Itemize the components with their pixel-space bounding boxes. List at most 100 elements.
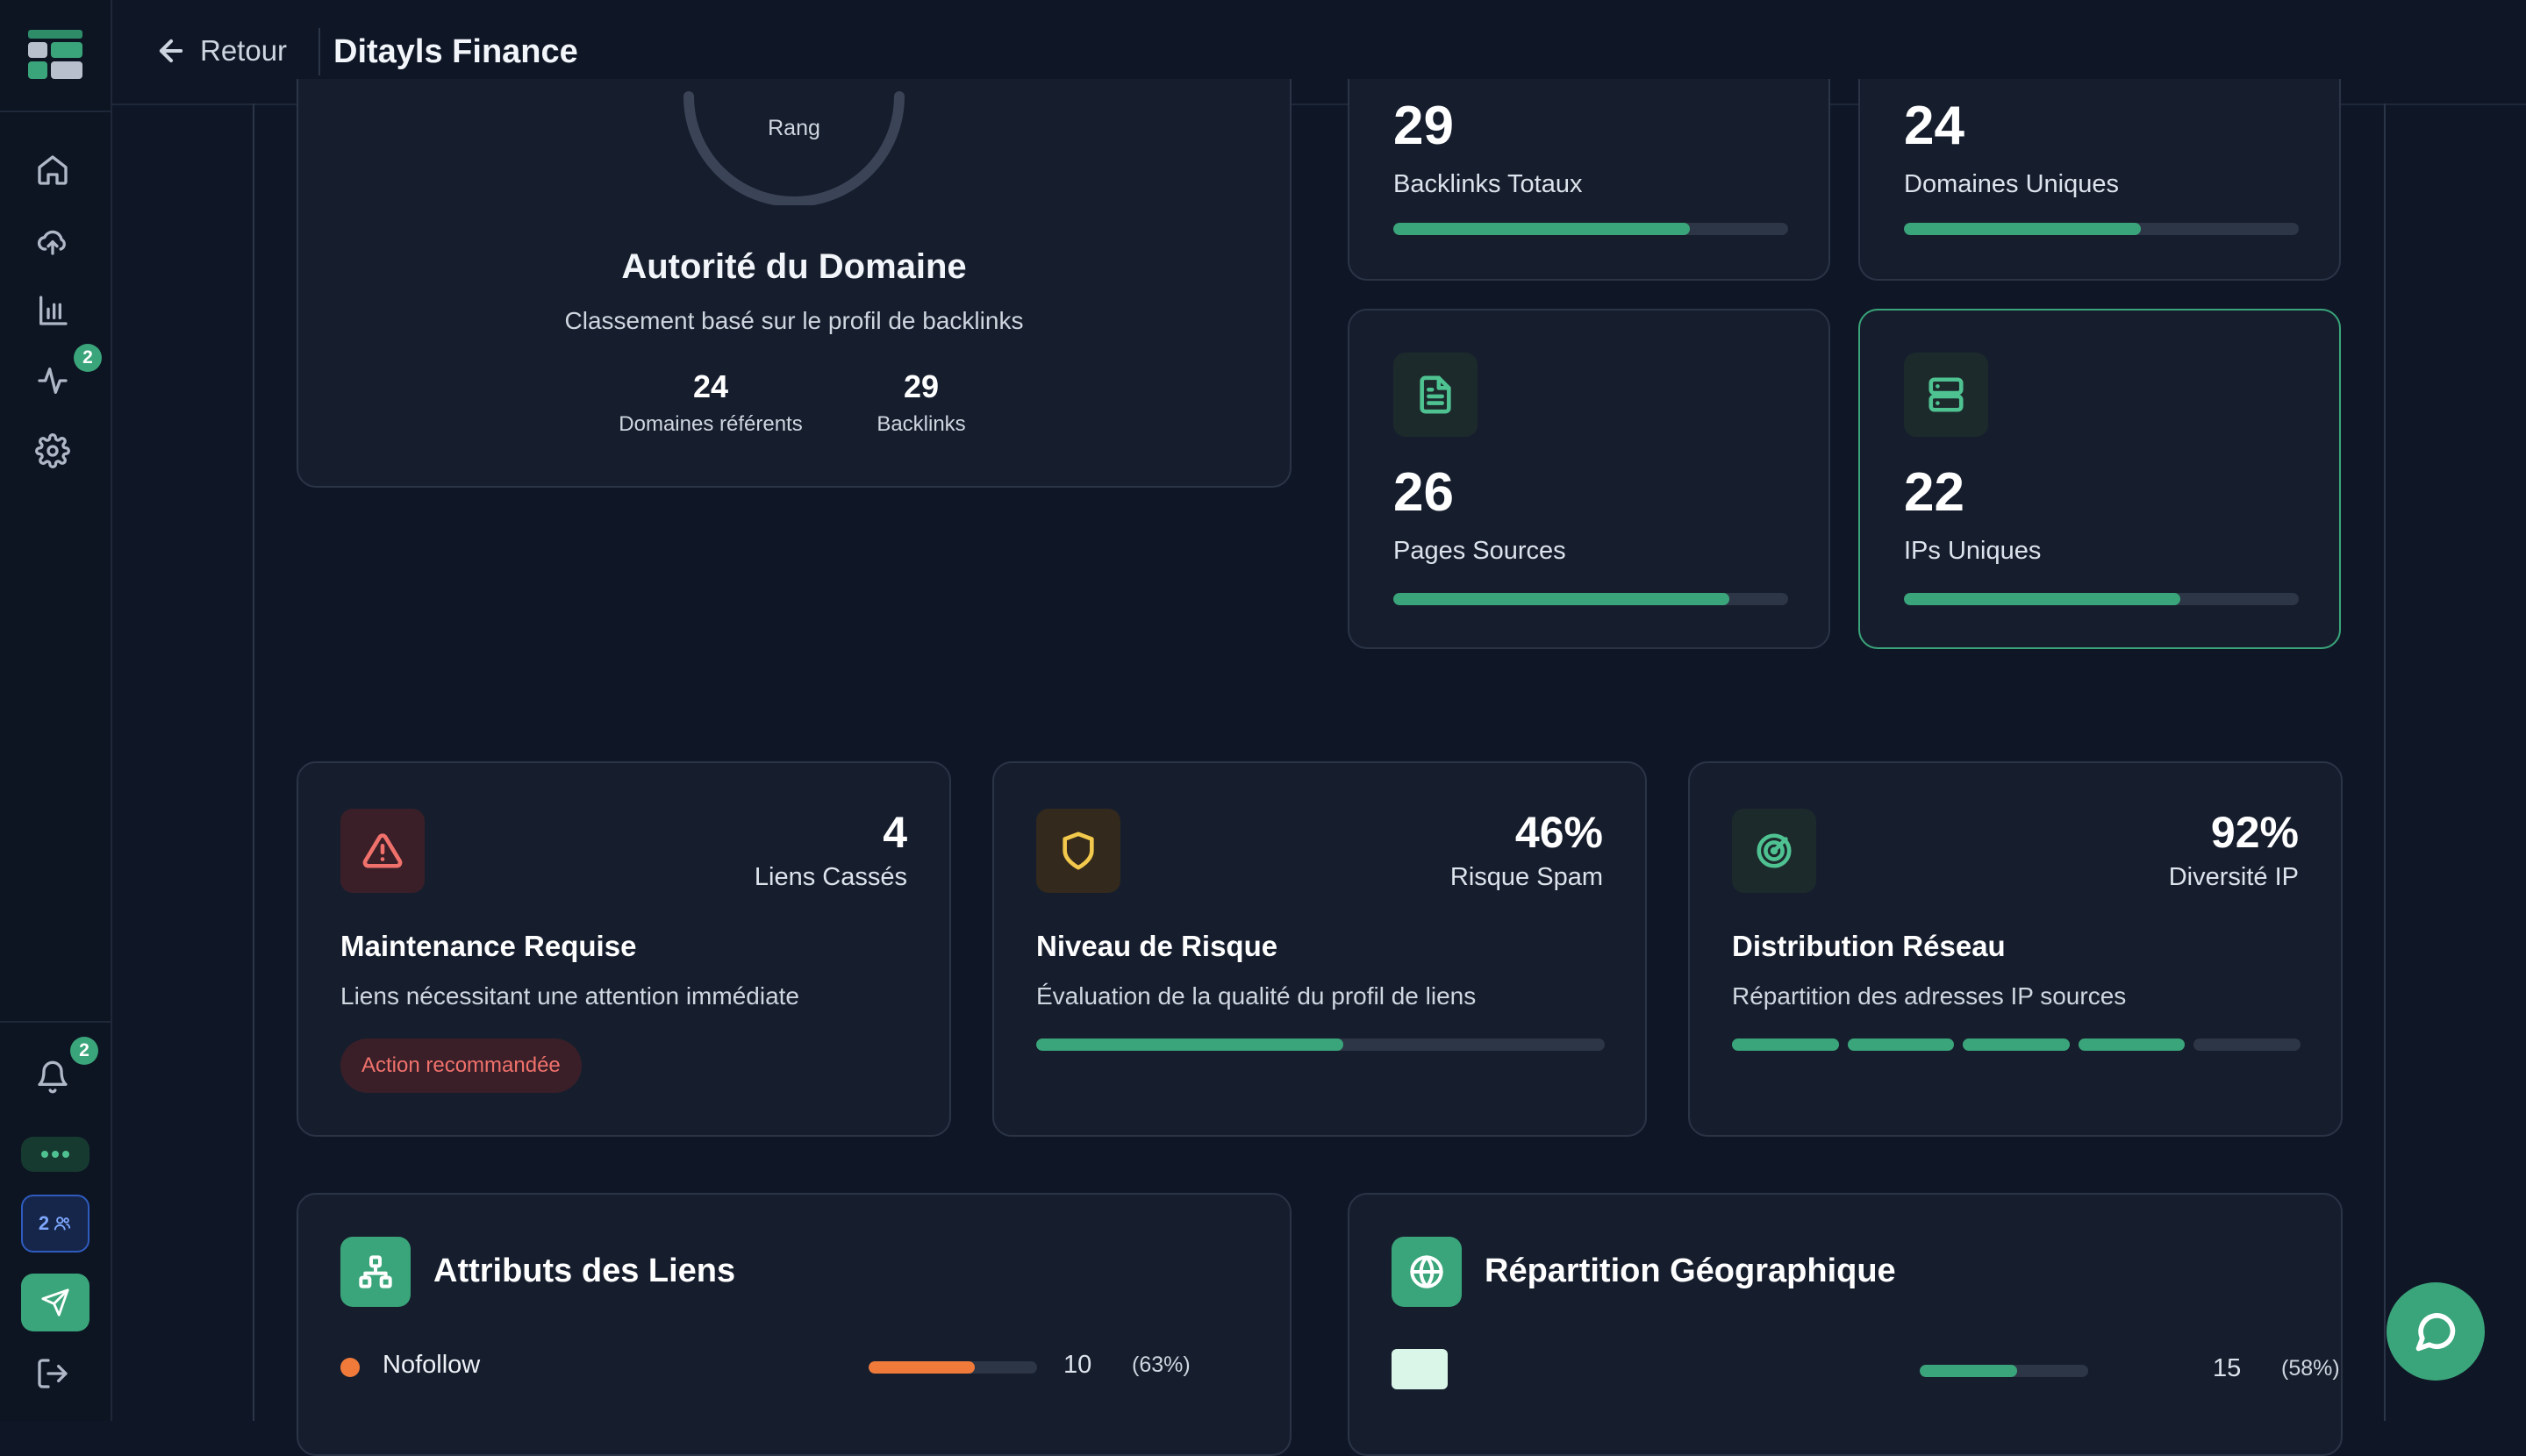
logout-icon[interactable] [33, 1354, 72, 1393]
attribute-count: 10 [1063, 1351, 1092, 1379]
country-flag-icon [1392, 1349, 1448, 1389]
link-attributes-card: Attributs des Liens Nofollow 10 (63%) [297, 1193, 1292, 1456]
sidebar: 2 2 2 [0, 0, 112, 1421]
metric-value: 24 [1904, 96, 1964, 156]
metric-card-pages: 26 Pages Sources [1348, 309, 1830, 649]
rank-gauge [683, 91, 905, 205]
send-icon [41, 1288, 69, 1317]
metric-progress-fill [1393, 223, 1690, 235]
card-title: Répartition Géographique [1485, 1253, 1896, 1289]
bar-chart-icon[interactable] [33, 291, 72, 330]
geo-progress-bar [1920, 1365, 2088, 1377]
geo-row: 15 (58%) [1392, 1349, 2340, 1393]
metric-card-domains: 24 Domaines Uniques [1858, 79, 2341, 281]
app-logo-icon[interactable] [26, 28, 84, 81]
insight-value: 92% [2210, 808, 2299, 857]
insight-description: Évaluation de la qualité du profil de li… [1036, 982, 1477, 1010]
insight-value-label: Liens Cassés [754, 863, 907, 891]
metric-value: 22 [1904, 462, 1964, 523]
metric-label: Backlinks Totaux [1393, 170, 1583, 198]
attribute-label: Nofollow [383, 1351, 481, 1379]
segment-filled [1963, 1038, 2070, 1051]
metric-progress-fill [1393, 593, 1729, 605]
attribute-row-nofollow: Nofollow 10 (63%) [340, 1349, 1253, 1384]
domain-authority-card: Rang Autorité du Domaine Classement basé… [297, 79, 1292, 488]
insight-title: Maintenance Requise [340, 930, 637, 962]
activity-icon[interactable] [33, 361, 72, 400]
stat-backlinks: 29 Backlinks [842, 368, 1000, 437]
geo-percent: (58%) [2281, 1356, 2340, 1381]
shield-icon [1036, 809, 1120, 893]
metric-value: 29 [1393, 96, 1454, 156]
insight-value-label: Diversité IP [2168, 863, 2299, 891]
insight-value: 46% [1514, 808, 1603, 857]
segment-filled [1847, 1038, 1955, 1051]
title-separator [318, 28, 320, 75]
insight-description: Liens nécessitant une attention immédiat… [340, 982, 799, 1010]
insight-card-risk: 46% Risque Spam Niveau de Risque Évaluat… [992, 761, 1647, 1137]
metric-progress-fill [1904, 223, 2141, 235]
notifications-bell-icon[interactable] [33, 1058, 72, 1096]
insight-value: 4 [883, 808, 907, 857]
send-button[interactable] [21, 1274, 89, 1331]
geo-progress-fill [1920, 1365, 2018, 1377]
users-icon [54, 1217, 71, 1231]
network-segments [1732, 1038, 2301, 1051]
metric-value: 26 [1393, 462, 1454, 523]
attribute-progress-fill [869, 1361, 975, 1374]
metric-card-backlinks: 29 Backlinks Totaux [1348, 79, 1830, 281]
settings-gear-icon[interactable] [33, 432, 72, 470]
notifications-badge: 2 [70, 1037, 98, 1065]
back-button[interactable]: Retour [154, 26, 287, 75]
metric-card-ips: 22 IPs Uniques [1858, 309, 2341, 649]
metric-label: IPs Uniques [1904, 537, 2042, 565]
stat-value: 24 [692, 368, 729, 404]
action-recommended-tag[interactable]: Action recommandée [340, 1038, 582, 1093]
metric-progress-bar [1393, 223, 1788, 235]
risk-progress-fill [1036, 1038, 1343, 1051]
insight-title: Niveau de Risque [1036, 930, 1278, 962]
stat-value: 29 [903, 368, 940, 404]
metric-progress-fill [1904, 593, 2180, 605]
attribute-percent: (63%) [1132, 1353, 1191, 1377]
arrow-left-icon [159, 39, 183, 63]
chat-button[interactable] [2386, 1282, 2485, 1381]
stat-label: Domaines référents [619, 412, 803, 436]
content-frame-border [253, 103, 254, 1421]
hierarchy-icon [340, 1237, 411, 1307]
more-options-icon[interactable] [21, 1137, 89, 1172]
server-icon [1904, 353, 1988, 437]
home-icon[interactable] [33, 151, 72, 189]
rank-label: Rang [768, 116, 820, 140]
radar-icon [1732, 809, 1816, 893]
insight-title: Distribution Réseau [1732, 930, 2006, 962]
insight-description: Répartition des adresses IP sources [1732, 982, 2127, 1010]
metric-label: Pages Sources [1393, 537, 1566, 565]
team-count: 2 [38, 1212, 50, 1234]
sidebar-divider [0, 1021, 111, 1023]
page-title: Ditayls Finance [333, 33, 578, 70]
document-icon [1393, 353, 1478, 437]
legend-dot [340, 1358, 360, 1377]
insight-card-maintenance: 4 Liens Cassés Maintenance Requise Liens… [297, 761, 951, 1137]
risk-progress-bar [1036, 1038, 1605, 1051]
segment-filled [1732, 1038, 1839, 1051]
warning-icon [340, 809, 425, 893]
geo-count: 15 [2213, 1354, 2242, 1382]
metric-progress-bar [1904, 223, 2299, 235]
authority-subtitle: Classement basé sur le profil de backlin… [564, 307, 1024, 334]
attribute-progress-bar [869, 1361, 1037, 1374]
team-members-button[interactable]: 2 [21, 1195, 89, 1253]
upload-cloud-icon[interactable] [33, 221, 72, 260]
sidebar-divider [0, 111, 111, 112]
globe-icon [1392, 1237, 1462, 1307]
stat-referring-domains: 24 Domaines référents [607, 368, 814, 437]
card-title: Attributs des Liens [433, 1253, 736, 1289]
chat-bubble-icon [2415, 1313, 2456, 1352]
content-frame-border [2384, 103, 2386, 1421]
metric-progress-bar [1393, 593, 1788, 605]
back-label: Retour [200, 34, 288, 67]
activity-badge: 2 [74, 344, 102, 372]
authority-title: Autorité du Domaine [621, 247, 967, 286]
segment-filled [2078, 1038, 2186, 1051]
